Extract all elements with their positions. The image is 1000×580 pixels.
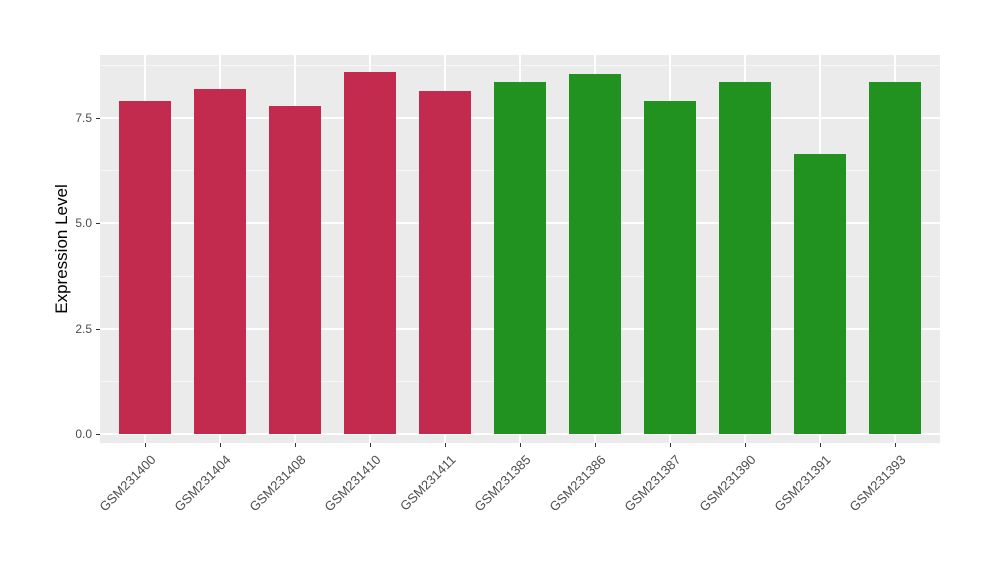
bar bbox=[793, 153, 847, 434]
x-tick-mark bbox=[745, 443, 746, 447]
x-tick-label: GSM231408 bbox=[246, 452, 309, 515]
x-tick-mark bbox=[520, 443, 521, 447]
bar bbox=[868, 82, 922, 434]
x-tick-label: GSM231387 bbox=[621, 452, 684, 515]
y-tick-mark bbox=[96, 118, 100, 120]
x-tick-label: GSM231385 bbox=[471, 452, 534, 515]
x-tick-label: GSM231393 bbox=[846, 452, 909, 515]
bar bbox=[118, 101, 172, 434]
x-tick-mark bbox=[295, 443, 296, 447]
y-tick-mark bbox=[96, 328, 100, 330]
y-tick-label: 7.5 bbox=[75, 111, 92, 126]
x-tick-mark bbox=[220, 443, 221, 447]
x-tick-label: GSM231410 bbox=[321, 452, 384, 515]
y-tick-label: 5.0 bbox=[75, 216, 92, 231]
x-tick-mark bbox=[820, 443, 821, 447]
x-tick-mark bbox=[895, 443, 896, 447]
x-tick-label: GSM231390 bbox=[696, 452, 759, 515]
x-tick-mark bbox=[445, 443, 446, 447]
y-tick-mark bbox=[96, 223, 100, 225]
plot-panel bbox=[100, 55, 940, 443]
x-tick-mark bbox=[370, 443, 371, 447]
y-tick-label: 0.0 bbox=[75, 427, 92, 441]
bar bbox=[343, 71, 397, 434]
x-tick-label: GSM231411 bbox=[397, 452, 459, 514]
x-tick-label: GSM231386 bbox=[546, 452, 609, 515]
x-tick-mark bbox=[670, 443, 671, 447]
x-tick-label: GSM231404 bbox=[171, 452, 234, 515]
bar bbox=[193, 88, 247, 434]
y-axis-title: Expression Level bbox=[52, 184, 71, 314]
x-tick-label: GSM231400 bbox=[96, 452, 159, 515]
bar bbox=[268, 105, 322, 434]
bar bbox=[718, 82, 772, 434]
x-tick-mark bbox=[145, 443, 146, 447]
bar bbox=[643, 101, 697, 434]
y-tick-mark bbox=[96, 434, 100, 435]
y-tick-label: 2.5 bbox=[75, 321, 92, 336]
bar bbox=[493, 82, 547, 434]
x-tick-mark bbox=[595, 443, 596, 447]
bar bbox=[418, 90, 472, 434]
x-tick-label: GSM231391 bbox=[771, 452, 834, 515]
bar bbox=[568, 73, 622, 434]
